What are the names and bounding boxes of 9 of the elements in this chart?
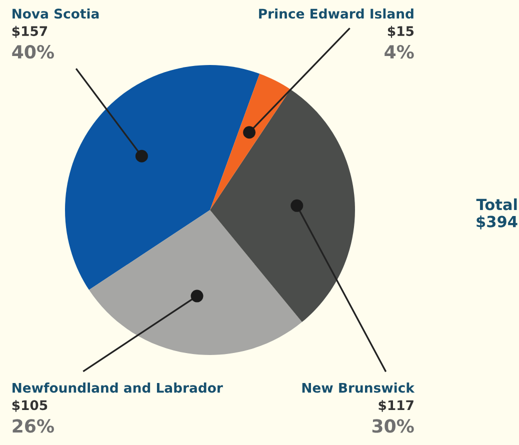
text: Total $394 <box>476 198 518 230</box>
slice-label: New Brunswick <box>302 382 415 393</box>
slice-label: Newfoundland and Labrador <box>12 382 223 393</box>
slice-label: Prince Edward Island <box>259 8 414 19</box>
data-label: $117 30% <box>372 400 414 433</box>
data-label: $15 4% <box>384 26 414 59</box>
data-label: $105 26% <box>12 400 54 433</box>
slice-label: Nova Scotia <box>12 8 99 19</box>
data-label: $157 40% <box>12 26 54 59</box>
